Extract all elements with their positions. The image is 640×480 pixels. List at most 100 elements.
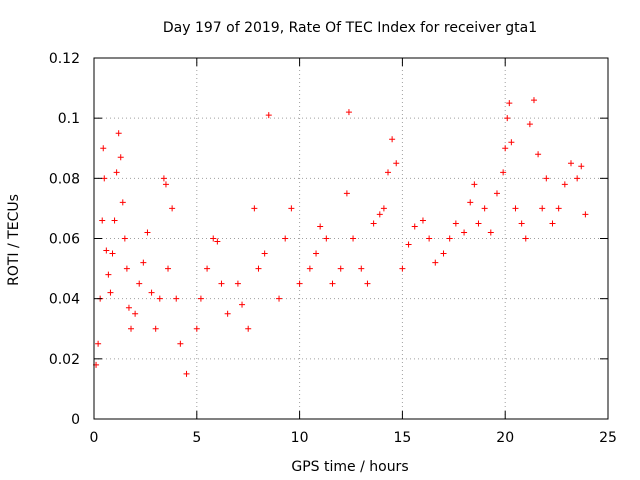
data-point [481, 205, 488, 212]
data-point [393, 160, 400, 167]
data-point [574, 175, 581, 182]
x-tick-label: 25 [599, 430, 617, 446]
x-tick-label: 15 [393, 430, 411, 446]
y-tick-label: 0.04 [49, 292, 80, 308]
data-point [234, 280, 241, 287]
data-point [508, 139, 515, 146]
data-point [239, 301, 246, 308]
data-point [543, 175, 550, 182]
data-point [111, 217, 118, 224]
data-point [467, 199, 474, 206]
data-point [117, 154, 124, 161]
data-point [493, 190, 500, 197]
data-point [530, 97, 537, 104]
data-point [144, 229, 151, 236]
data-point [99, 217, 106, 224]
data-point [193, 325, 200, 332]
data-point [306, 265, 313, 272]
data-point [504, 115, 511, 122]
data-point [218, 280, 225, 287]
data-point [255, 265, 262, 272]
data-point [411, 223, 418, 230]
data-point [317, 223, 324, 230]
data-point [125, 304, 132, 311]
data-point [160, 175, 167, 182]
data-point [132, 310, 139, 317]
y-tick-label: 0.08 [49, 171, 80, 187]
data-point [502, 145, 509, 152]
data-point [245, 325, 252, 332]
data-point [358, 265, 365, 272]
data-point [103, 247, 110, 254]
data-point [204, 265, 211, 272]
data-point [288, 205, 295, 212]
data-point [152, 325, 159, 332]
data-point [140, 259, 147, 266]
x-tick-label: 5 [192, 430, 201, 446]
data-point [364, 280, 371, 287]
data-point [197, 295, 204, 302]
data-point [128, 325, 135, 332]
y-tick-label: 0.02 [49, 352, 80, 368]
data-point [487, 229, 494, 236]
data-point [376, 211, 383, 218]
y-axis-label: ROTI / TECUs [6, 194, 22, 286]
data-point [337, 265, 344, 272]
data-point [582, 211, 589, 218]
x-tick-label: 0 [90, 430, 99, 446]
data-point [105, 271, 112, 278]
data-point [539, 205, 546, 212]
data-point [148, 289, 155, 296]
data-point [265, 112, 272, 119]
data-point [535, 151, 542, 158]
y-tick-label: 0.1 [58, 111, 80, 127]
data-point [512, 205, 519, 212]
x-axis-label: GPS time / hours [291, 459, 408, 475]
data-point [296, 280, 303, 287]
data-point [121, 235, 128, 242]
data-point [475, 220, 482, 227]
data-point [561, 181, 568, 188]
data-point [165, 265, 172, 272]
data-point [276, 295, 283, 302]
data-point [389, 136, 396, 143]
data-point [578, 163, 585, 170]
data-point [405, 241, 412, 248]
data-point [261, 250, 268, 257]
data-point [399, 265, 406, 272]
x-tick-label: 20 [496, 430, 514, 446]
data-point [555, 205, 562, 212]
data-point [461, 229, 468, 236]
axis-ticks [93, 57, 609, 420]
data-point [162, 181, 169, 188]
x-tick-label: 10 [291, 430, 309, 446]
data-point [567, 160, 574, 167]
y-tick-label: 0.06 [49, 232, 80, 248]
data-points [93, 97, 589, 377]
data-point [506, 100, 513, 107]
data-point [173, 295, 180, 302]
data-point [370, 220, 377, 227]
data-point [95, 340, 102, 347]
data-point [282, 235, 289, 242]
data-point [214, 238, 221, 245]
data-point [446, 235, 453, 242]
data-point [123, 265, 130, 272]
data-point [101, 175, 108, 182]
data-point [452, 220, 459, 227]
data-point [345, 109, 352, 116]
data-point [136, 280, 143, 287]
chart-title: Day 197 of 2019, Rate Of TEC Index for r… [163, 20, 537, 36]
data-point [113, 169, 120, 176]
data-point [549, 220, 556, 227]
data-point [177, 340, 184, 347]
data-point [100, 145, 107, 152]
data-point [156, 295, 163, 302]
data-point [169, 205, 176, 212]
data-point [107, 289, 114, 296]
data-point [251, 205, 258, 212]
data-point [115, 130, 122, 137]
data-point [526, 121, 533, 128]
data-point [522, 235, 529, 242]
